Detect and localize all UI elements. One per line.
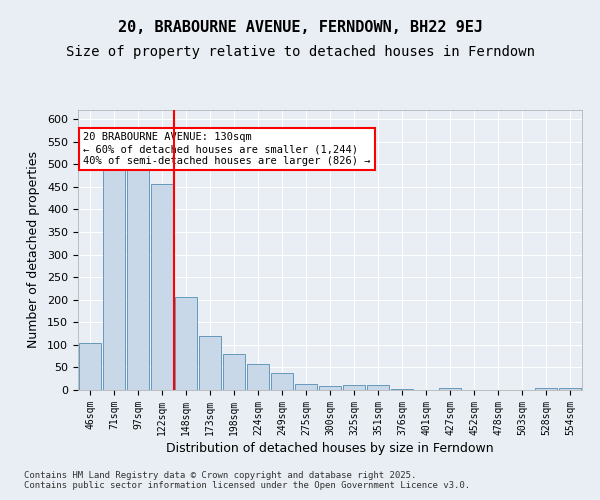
Bar (175, 298, 197, 390)
Bar (535, 388, 557, 390)
Bar (151, 184, 173, 390)
Y-axis label: Number of detached properties: Number of detached properties (27, 152, 40, 348)
Text: Size of property relative to detached houses in Ferndown: Size of property relative to detached ho… (65, 45, 535, 59)
Bar (223, 354, 245, 390)
Text: 20 BRABOURNE AVENUE: 130sqm
← 60% of detached houses are smaller (1,244)
40% of : 20 BRABOURNE AVENUE: 130sqm ← 60% of det… (83, 132, 371, 166)
Bar (127, 168, 149, 390)
Bar (343, 386, 365, 390)
Bar (319, 386, 341, 390)
Bar (271, 373, 293, 390)
Bar (439, 388, 461, 390)
Bar (103, 168, 125, 390)
Bar (295, 384, 317, 390)
Bar (199, 336, 221, 390)
Text: Contains HM Land Registry data © Crown copyright and database right 2025.
Contai: Contains HM Land Registry data © Crown c… (24, 470, 470, 490)
Bar (79, 342, 101, 390)
X-axis label: Distribution of detached houses by size in Ferndown: Distribution of detached houses by size … (166, 442, 494, 455)
Bar (391, 388, 413, 390)
Text: 20, BRABOURNE AVENUE, FERNDOWN, BH22 9EJ: 20, BRABOURNE AVENUE, FERNDOWN, BH22 9EJ (118, 20, 482, 35)
Bar (247, 364, 269, 390)
Bar (559, 388, 581, 390)
Bar (367, 386, 389, 390)
